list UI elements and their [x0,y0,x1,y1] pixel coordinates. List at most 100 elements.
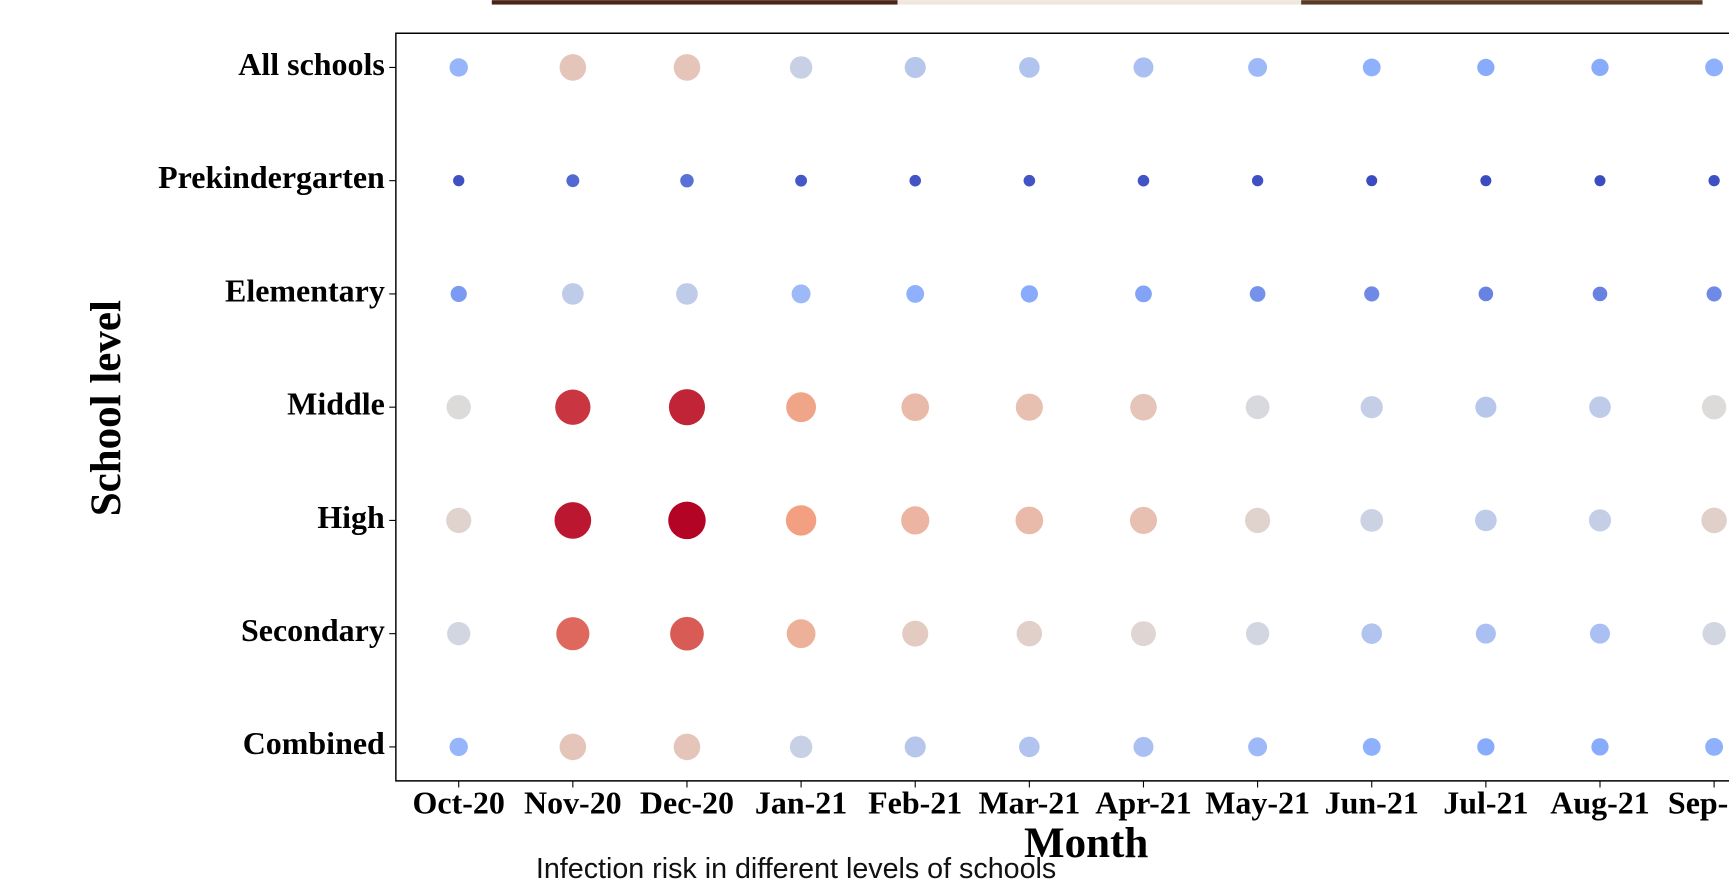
plot-frame [396,33,1729,781]
dot [674,734,701,761]
dot [1479,287,1494,302]
dot [1024,175,1036,187]
dot [1366,175,1377,186]
x-tick-label: Oct-20 [413,786,505,821]
dot [1246,395,1270,419]
dot [1589,509,1611,531]
dot [1477,738,1494,755]
dot [669,389,705,425]
x-tick-label: Apr-21 [1095,786,1191,821]
dot [1591,738,1608,755]
dot [1363,59,1381,77]
dot [1594,175,1605,186]
dot [447,622,470,645]
dot [446,508,471,533]
x-tick-label: Jan-21 [755,786,847,821]
dot [1131,621,1156,646]
x-tick-label: Nov-20 [524,786,622,821]
dot [901,393,929,421]
y-axis-title: School level [83,300,130,516]
dot [1475,510,1497,532]
photo-strip [898,0,1302,4]
dot [1130,394,1157,421]
dot [1593,287,1608,302]
dot [787,619,816,648]
dot [1361,623,1382,644]
dot [1705,738,1723,756]
dot [1133,57,1153,77]
y-tick-label: Elementary [225,273,385,308]
dot [1702,622,1725,645]
dot [1246,622,1269,645]
dot [566,174,579,187]
dot [1475,397,1496,418]
x-tick-label: Sep-21 [1668,786,1729,821]
dot [1248,58,1267,77]
y-tick-label: Combined [243,726,385,761]
dot [1252,175,1263,186]
dot [1245,508,1270,533]
dot [786,505,816,535]
dot [1591,59,1608,76]
dot [795,175,807,187]
dot [1707,286,1722,301]
dot [1361,396,1383,418]
dot [1364,286,1379,301]
dot [1016,507,1044,535]
dot [1708,175,1719,186]
dot [1017,621,1042,646]
chart: School level Month Infection risk in dif… [0,0,1729,888]
x-tick-label: Aug-21 [1550,786,1649,821]
dot [905,57,926,78]
page: {"chart_data": { "type": "dot-matrix", "… [0,0,1729,888]
photo-strip [492,0,898,4]
dot [790,56,812,78]
dot [786,392,816,422]
dot [447,395,471,419]
dot [1480,175,1491,186]
dot [560,734,587,761]
dot [451,286,467,302]
dot [1477,59,1494,76]
dot [1248,737,1267,756]
dot [1021,285,1038,302]
dot [676,283,698,305]
dot [1019,737,1040,758]
photo-strip [1301,0,1702,4]
dot [560,54,587,81]
dot [1590,624,1610,644]
x-tick-label: Jun-21 [1325,786,1419,821]
dot [670,617,704,651]
dot [674,54,701,81]
dot [1363,738,1381,756]
dot [555,502,592,539]
x-tick-label: Feb-21 [868,786,962,821]
dot [556,617,589,650]
dot [1133,737,1153,757]
dot [906,285,924,303]
dot [792,284,811,303]
caption: Infection risk in different levels of sc… [536,853,1056,885]
dot [555,390,590,425]
y-tick-label: Prekindergarten [158,160,385,195]
dot [1476,624,1496,644]
dot [1138,175,1150,187]
dot [1019,57,1040,78]
dot [1130,507,1157,534]
dot [450,58,468,76]
dot [1016,394,1043,421]
x-tick-label: Jul-21 [1443,786,1528,821]
y-tick-label: Secondary [241,613,385,648]
dot [1589,396,1611,418]
x-tick-label: May-21 [1205,786,1310,821]
dot [1360,509,1383,532]
dot [1250,286,1266,302]
x-tick-label: Mar-21 [978,786,1080,821]
dot [901,506,929,534]
dot [562,283,584,305]
dot [680,174,693,187]
dot [1702,395,1726,419]
y-tick-label: All schools [238,47,385,82]
y-tick-label: Middle [287,387,385,422]
x-tick-label: Dec-20 [640,786,734,821]
